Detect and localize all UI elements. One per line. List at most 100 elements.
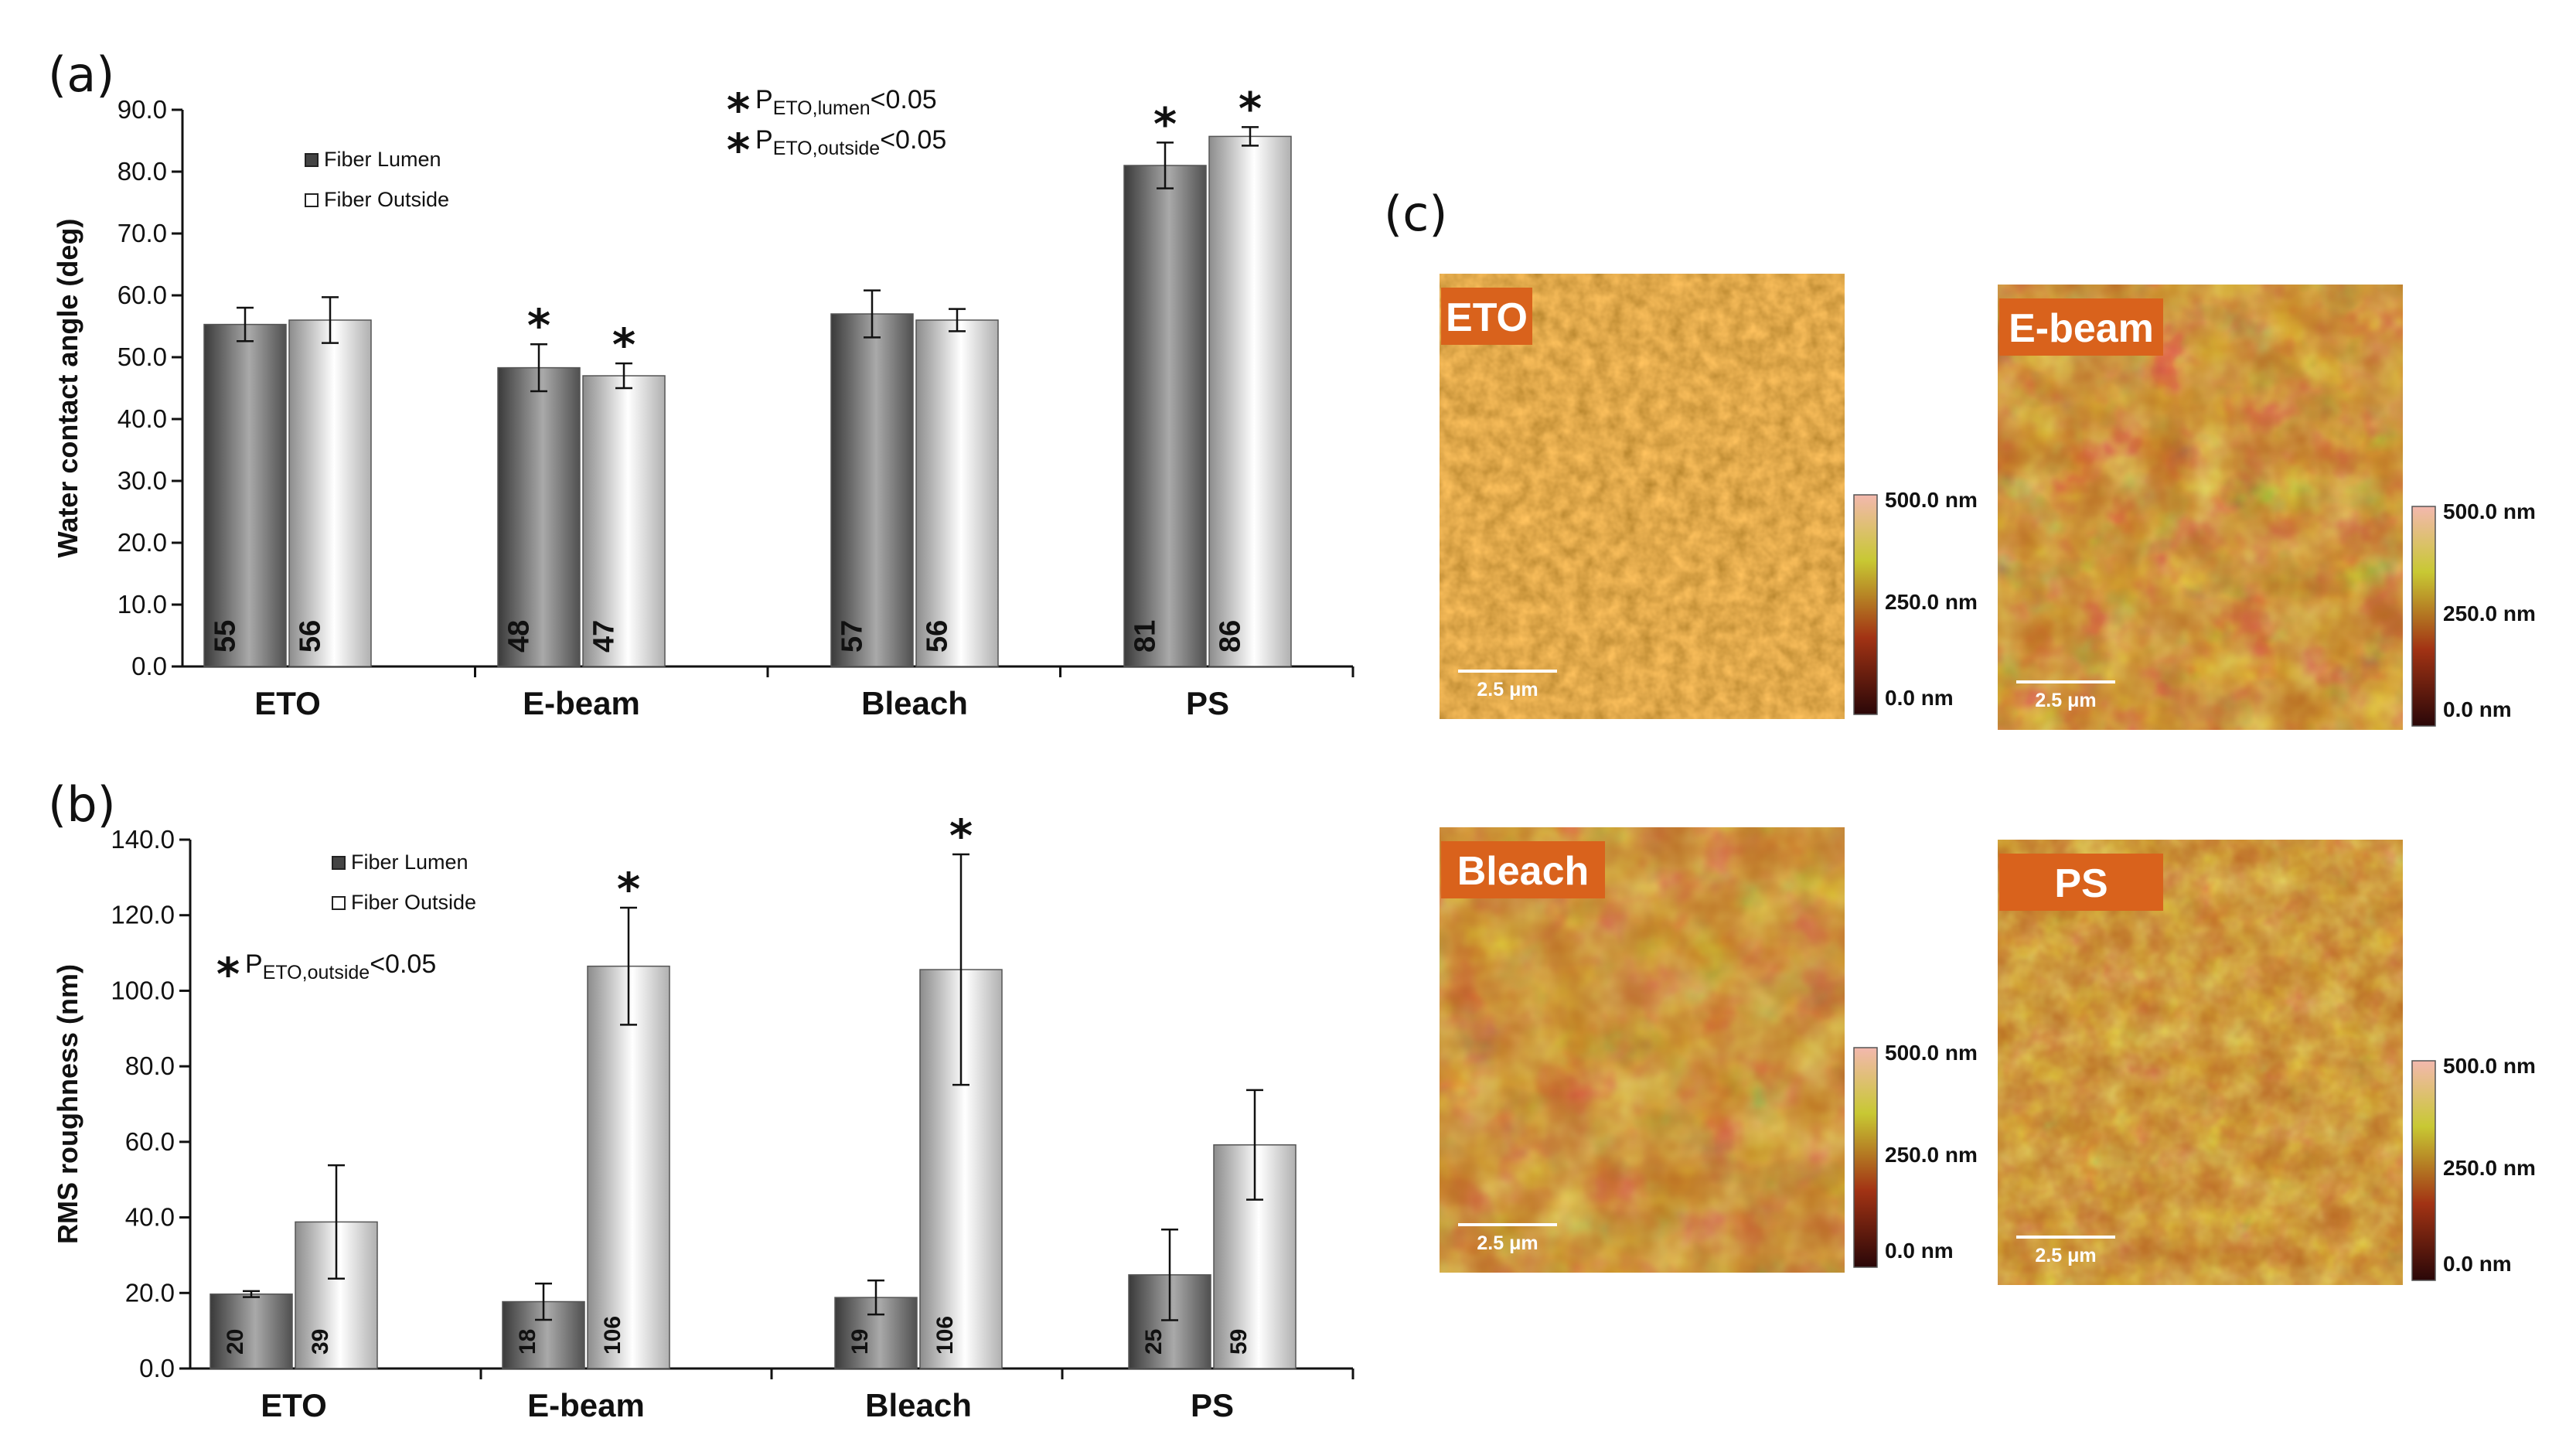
colorbar-label: 250.0 nm (2443, 1156, 2536, 1180)
sig-subscript: ETO,outside (263, 962, 370, 983)
afm-image-texture (1440, 274, 1845, 719)
y-tick-label: 20.0 (118, 528, 167, 557)
x-tick-label: Bleach (865, 1387, 972, 1423)
bar-value-label: 39 (308, 1329, 333, 1355)
sig-base: P (245, 949, 263, 979)
scale-bar-label: 2.5 μm (2035, 690, 2096, 711)
bar-value-label: 57 (836, 620, 868, 653)
bar-value-label: 106 (600, 1316, 625, 1355)
bar-value-label: 48 (503, 620, 535, 653)
significance-star: * (216, 948, 240, 1000)
bar-value-label: 47 (588, 620, 620, 653)
bar (1123, 165, 1207, 667)
colorbar-label: 0.0 nm (2443, 697, 2512, 721)
y-tick-label: 140.0 (111, 825, 175, 854)
y-tick-label: 0.0 (131, 652, 167, 680)
legend-entry: Fiber Outside (351, 891, 476, 914)
y-axis-label: RMS roughness (nm) (52, 964, 83, 1244)
panel-letter: (b) (48, 776, 116, 833)
bar-value-label: 59 (1226, 1329, 1252, 1355)
bar-value-label: 106 (932, 1316, 958, 1355)
colorbar-label: 500.0 nm (2443, 499, 2536, 523)
significance-note: PETO,outside<0.05 (245, 949, 436, 983)
significance-star: * (1239, 82, 1262, 135)
panel-letter: (a) (48, 46, 114, 103)
scale-bar-label: 2.5 μm (1477, 1232, 1538, 1254)
afm-image-texture (1440, 827, 1845, 1273)
significance-note: PETO,lumen<0.05 (755, 85, 937, 119)
sig-threshold: <0.05 (880, 125, 946, 155)
y-tick-label: 80.0 (118, 157, 167, 186)
significance-star: * (612, 319, 635, 371)
x-tick-label: E-beam (527, 1387, 645, 1423)
bar-value-label: 56 (294, 620, 326, 653)
significance-note: PETO,outside<0.05 (755, 125, 946, 159)
y-tick-label: 40.0 (118, 404, 167, 433)
x-tick-label: PS (1191, 1387, 1234, 1423)
y-tick-label: 40.0 (125, 1203, 175, 1232)
scale-bar-label: 2.5 μm (2035, 1245, 2096, 1266)
sig-threshold: <0.05 (370, 949, 436, 979)
afm-image-texture (1998, 285, 2403, 730)
afm-panel-ebeam: E-beam 2.5 μm 500.0 nm 250.0 nm 0.0 nm (1998, 285, 2536, 730)
x-tick-label: ETO (254, 685, 321, 721)
bar-value-label: 19 (847, 1329, 873, 1355)
significance-star: * (617, 863, 640, 915)
colorbar-label: 500.0 nm (1885, 1041, 1978, 1065)
legend-entry: Fiber Outside (324, 188, 449, 211)
bar-value-label: 81 (1129, 620, 1161, 653)
legend-swatch (332, 896, 346, 910)
legend-swatch (305, 153, 319, 167)
afm-label: ETO (1446, 295, 1528, 340)
afm-panel-eto: ETO 2.5 μm 500.0 nm 250.0 nm 0.0 nm (1440, 274, 1978, 719)
colorbar-label: 0.0 nm (1885, 1239, 1954, 1263)
chart-a: (a) 0.0 10.0 20.0 30.0 40.0 50.0 60.0 70.0 80.0 90… (48, 46, 1354, 721)
bar-value-label: 20 (223, 1329, 248, 1355)
panel-letter: (c) (1384, 186, 1447, 242)
chart-b: (b) 0.0 20.0 40.0 60.0 80.0 100.0 120.0 140.0 ETO… (48, 776, 1354, 1423)
afm-panel-ps: PS 2.5 μm 500.0 nm 250.0 nm 0.0 nm (1998, 840, 2536, 1285)
colorbar (2411, 1060, 2436, 1281)
colorbar-label: 250.0 nm (1885, 1143, 1978, 1167)
sig-subscript: ETO,lumen (773, 97, 871, 119)
afm-label-box (1999, 854, 2163, 911)
y-tick-label: 30.0 (118, 466, 167, 495)
x-tick-label: PS (1186, 685, 1229, 721)
colorbar (1853, 494, 1878, 715)
y-axis-label: Water contact angle (deg) (52, 219, 83, 558)
bar (915, 319, 999, 667)
y-tick-label: 90.0 (118, 95, 167, 124)
y-tick-label: 20.0 (125, 1278, 175, 1307)
colorbar-label: 500.0 nm (1885, 488, 1978, 512)
colorbar-label: 0.0 nm (2443, 1252, 2512, 1276)
colorbar-label: 250.0 nm (2443, 602, 2536, 625)
significance-star: * (527, 299, 550, 352)
colorbar-label: 250.0 nm (1885, 590, 1978, 614)
afm-label: E-beam (2009, 306, 2154, 351)
y-tick-label: 60.0 (125, 1127, 175, 1156)
bar-value-label: 55 (209, 620, 241, 653)
bar (210, 1294, 293, 1369)
y-tick-label: 60.0 (118, 281, 167, 309)
afm-label: PS (2054, 861, 2107, 906)
significance-star: * (949, 810, 973, 862)
legend-swatch (332, 856, 346, 870)
bar-value-label: 56 (921, 620, 953, 653)
sig-threshold: <0.05 (871, 85, 937, 114)
afm-image-texture (1998, 840, 2403, 1285)
x-tick-label: E-beam (523, 685, 640, 721)
afm-label-box (1441, 288, 1532, 345)
afm-panel-bleach: Bleach 2.5 μm 500.0 nm 250.0 nm 0.0 nm (1440, 827, 1978, 1273)
bar (830, 313, 914, 667)
colorbar-label: 0.0 nm (1885, 686, 1954, 710)
x-tick-label: ETO (261, 1387, 327, 1423)
legend-entry: Fiber Lumen (324, 148, 441, 171)
significance-star: * (727, 84, 750, 136)
bar (288, 319, 372, 667)
y-tick-label: 80.0 (125, 1052, 175, 1080)
bar (582, 375, 666, 667)
bar-value-label: 18 (515, 1329, 540, 1355)
sig-base: P (755, 125, 773, 155)
